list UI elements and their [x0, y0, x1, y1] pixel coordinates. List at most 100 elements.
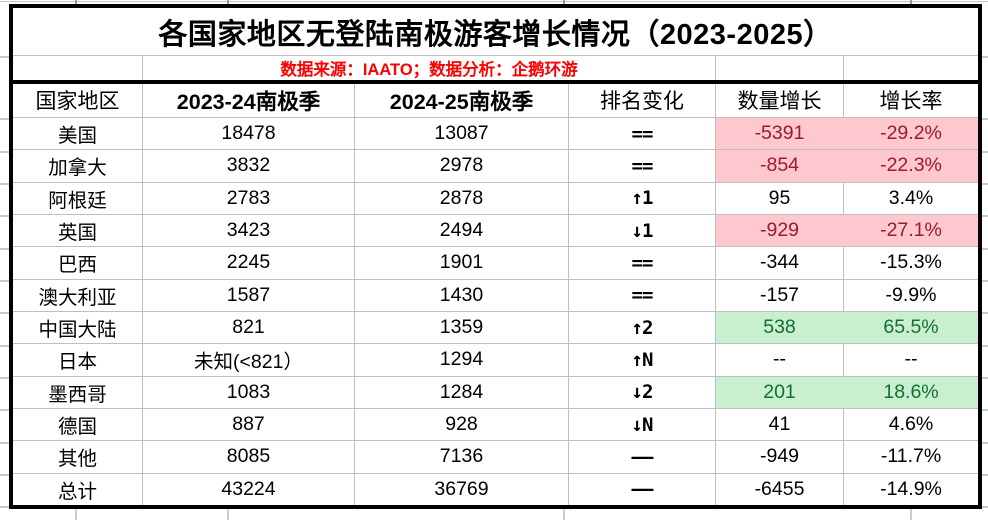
cell-country[interactable]: 巴西	[13, 247, 143, 279]
cell-rank-change[interactable]: ==	[569, 150, 716, 182]
cell-season-2324[interactable]: 2245	[143, 247, 355, 279]
cell-rank-change[interactable]: ↓N	[569, 408, 716, 441]
cell-rank-change[interactable]: ——	[569, 441, 716, 473]
cell-country[interactable]: 总计	[13, 473, 143, 505]
cell-country[interactable]: 德国	[13, 408, 143, 441]
table-subtitle-cell[interactable]: 数据来源：IAATO；数据分析：企鹅环游	[143, 56, 716, 80]
cell-rate[interactable]: -22.3%	[844, 150, 978, 182]
subtitle-empty-cell-right[interactable]	[844, 56, 978, 80]
cell-season-2324[interactable]: 3832	[143, 150, 355, 182]
cell-season-2425[interactable]: 1901	[355, 247, 569, 279]
gridline	[563, 0, 565, 6]
cell-season-2324[interactable]: 2783	[143, 182, 355, 214]
cell-rank-change[interactable]: ==	[569, 279, 716, 311]
cell-season-2324[interactable]: 1083	[143, 376, 355, 408]
subtitle-empty-cell-left[interactable]	[13, 56, 143, 80]
cell-season-2425[interactable]: 1430	[355, 279, 569, 311]
gridline	[982, 474, 988, 476]
cell-rank-change[interactable]: ↓2	[569, 376, 716, 408]
cell-season-2425[interactable]: 1359	[355, 311, 569, 344]
page-title: 各国家地区无登陆南极游客增长情况（2023-2025）	[158, 18, 833, 51]
cell-delta[interactable]: -949	[716, 441, 844, 473]
column-header-1[interactable]: 国家地区	[13, 83, 143, 117]
cell-season-2324[interactable]: 887	[143, 408, 355, 441]
column-header-4[interactable]: 排名变化	[569, 83, 716, 117]
gridline	[982, 183, 988, 185]
cell-country[interactable]: 加拿大	[13, 150, 143, 182]
subtitle-empty-cell-mid[interactable]	[716, 56, 844, 80]
cell-rate[interactable]: -29.2%	[844, 118, 978, 150]
cell-season-2425[interactable]: 1284	[355, 376, 569, 408]
cell-delta[interactable]: -344	[716, 247, 844, 279]
cell-season-2425[interactable]: 36769	[355, 473, 569, 505]
gridline	[982, 377, 988, 379]
gridline	[982, 151, 988, 153]
cell-rate[interactable]: -14.9%	[880, 477, 942, 500]
cell-rank-change[interactable]: ↓1	[569, 214, 716, 247]
gridline	[982, 506, 988, 508]
cell-country[interactable]: 中国大陆	[13, 311, 143, 344]
cell-rank-change[interactable]: ==	[569, 247, 716, 279]
cell-season-2425[interactable]: 1294	[355, 344, 569, 376]
cell-country[interactable]: 日本	[13, 344, 143, 376]
column-header-6[interactable]: 增长率	[879, 90, 943, 114]
gridline	[982, 312, 988, 314]
gridline	[0, 345, 9, 347]
cell-rank-change[interactable]: ——	[569, 473, 716, 505]
cell-delta[interactable]: -157	[716, 279, 844, 311]
cell-delta[interactable]: -6455	[716, 473, 844, 505]
cell-country[interactable]: 澳大利亚	[13, 279, 143, 311]
cell-season-2425[interactable]: 7136	[355, 441, 569, 473]
cell-rank-change[interactable]: ↑2	[569, 311, 716, 344]
column-header-5[interactable]: 数量增长	[716, 83, 844, 117]
cell-season-2425[interactable]: 2878	[355, 182, 569, 214]
cell-country[interactable]: 墨西哥	[13, 376, 143, 408]
gridline	[0, 280, 9, 282]
cell-season-2324[interactable]: 18478	[143, 118, 355, 150]
cell-rate[interactable]: -27.1%	[844, 214, 978, 247]
cell-season-2324[interactable]: 未知(<821）	[143, 344, 355, 376]
cell-rank-change[interactable]: ↑N	[569, 344, 716, 376]
cell-rate[interactable]: --	[904, 348, 918, 371]
cell-delta[interactable]: -929	[716, 214, 844, 247]
cell-delta[interactable]: 201	[716, 376, 844, 408]
cell-season-2425[interactable]: 2978	[355, 150, 569, 182]
gridline	[982, 442, 988, 444]
cell-rate[interactable]: 3.4%	[888, 186, 934, 209]
cell-rate[interactable]: 4.6%	[888, 413, 934, 436]
cell-rate[interactable]: 65.5%	[844, 311, 978, 344]
gridline	[0, 151, 9, 153]
cell-season-2324[interactable]: 8085	[143, 441, 355, 473]
cell-season-2425[interactable]: 13087	[355, 118, 569, 150]
cell-rate[interactable]: -15.3%	[880, 251, 942, 274]
table-row: 总计 43224 36769 —— -6455 -14.9%	[13, 473, 978, 505]
cell-rank-change[interactable]: ↑1	[569, 182, 716, 214]
gridline	[982, 345, 988, 347]
table-row: 墨西哥 1083 1284 ↓2 201 18.6%	[13, 376, 978, 409]
gridline	[982, 280, 988, 282]
column-header-2[interactable]: 2023-24南极季	[143, 83, 355, 117]
cell-country[interactable]: 其他	[13, 441, 143, 473]
cell-country[interactable]: 阿根廷	[13, 182, 143, 214]
column-header-3[interactable]: 2024-25南极季	[355, 83, 569, 117]
cell-season-2425[interactable]: 2494	[355, 214, 569, 247]
cell-delta[interactable]: 41	[716, 408, 844, 441]
cell-country[interactable]: 美国	[13, 118, 143, 150]
cell-rate[interactable]: -11.7%	[880, 445, 942, 468]
table-title-cell[interactable]: 各国家地区无登陆南极游客增长情况（2023-2025）	[13, 8, 978, 56]
cell-season-2425[interactable]: 928	[355, 408, 569, 441]
cell-season-2324[interactable]: 1587	[143, 279, 355, 311]
cell-season-2324[interactable]: 821	[143, 311, 355, 344]
cell-season-2324[interactable]: 3423	[143, 214, 355, 247]
cell-rate[interactable]: -9.9%	[885, 283, 937, 306]
cell-delta[interactable]: --	[716, 344, 844, 376]
cell-season-2324[interactable]: 43224	[143, 473, 355, 505]
cell-delta[interactable]: 538	[716, 311, 844, 344]
cell-rank-change[interactable]: ==	[569, 118, 716, 150]
cell-delta[interactable]: 95	[716, 182, 844, 214]
cell-delta[interactable]: -5391	[716, 118, 844, 150]
cell-delta[interactable]: -854	[716, 150, 844, 182]
gridline	[0, 56, 9, 58]
cell-rate[interactable]: 18.6%	[844, 376, 978, 408]
cell-country[interactable]: 英国	[13, 214, 143, 247]
